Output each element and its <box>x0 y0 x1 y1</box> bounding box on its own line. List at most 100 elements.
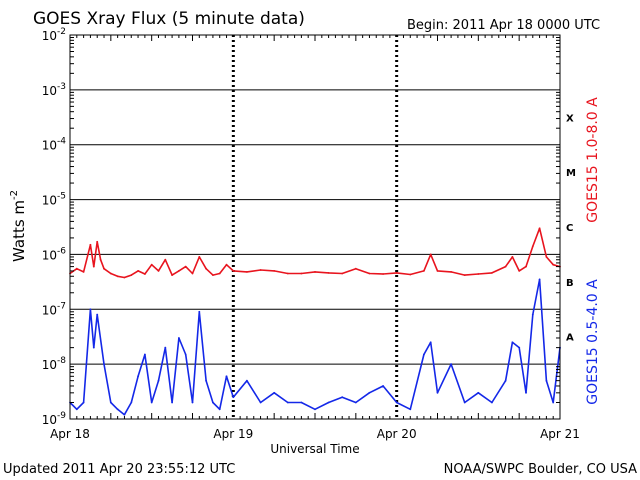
series-2-point <box>157 379 160 382</box>
x-tick-label: Apr 21 <box>540 427 580 441</box>
series-2-point <box>150 401 153 404</box>
series-2-point <box>89 308 92 311</box>
series-2-point <box>341 396 344 399</box>
begin-label: Begin: 2011 Apr 18 0000 UTC <box>407 18 600 33</box>
series-2-point <box>218 408 221 411</box>
y-tick-label: 10-4 <box>42 137 67 153</box>
series-2-point <box>144 353 146 356</box>
series-1-point <box>130 274 133 276</box>
series-2-point <box>137 375 140 378</box>
x-axis-label: Universal Time <box>270 442 359 456</box>
series-1-point <box>382 273 384 275</box>
series-2-point <box>246 379 248 382</box>
series-1-point <box>109 272 112 275</box>
series-2-point <box>286 401 289 404</box>
series-1-point <box>273 270 276 272</box>
series-1-point <box>116 275 119 278</box>
series-2-point <box>409 408 412 411</box>
series-2-point <box>273 391 276 394</box>
series-1-line <box>69 227 561 279</box>
series-layer <box>69 227 561 416</box>
series-1-point <box>314 271 316 273</box>
series-2-point <box>525 391 527 394</box>
series-1-point <box>531 245 534 248</box>
x-axis-ticks: Apr 18 Apr 19 Apr 20 Apr 21 <box>50 35 580 441</box>
series-1-point <box>103 267 105 270</box>
series-2-point <box>300 401 303 404</box>
y-tick-label: 10-3 <box>42 82 66 98</box>
series-1-point <box>423 270 425 272</box>
series-1-point <box>150 263 153 266</box>
series-1-point <box>354 267 357 270</box>
series-2-point <box>96 313 99 316</box>
svg-text:Watts m-2: Watts m-2 <box>9 190 28 262</box>
series-1-point <box>504 265 507 268</box>
series-2-point <box>504 379 507 382</box>
series-2-point <box>103 363 105 365</box>
series-2-point <box>75 408 78 411</box>
flare-class-labels: A B C M X <box>566 113 576 343</box>
series-2-point <box>395 401 398 404</box>
series-1-point <box>198 256 201 258</box>
series-2-point <box>109 401 112 404</box>
legend-series-2: GOES15 0.5-4.0 A <box>585 279 601 405</box>
updated-timestamp: Updated 2011 Apr 20 23:55:12 UTC <box>3 462 235 477</box>
legend-series-1: GOES15 1.0-8.0 A <box>585 97 601 223</box>
series-1-point <box>184 265 187 268</box>
y-tick-label: 10-5 <box>42 192 66 208</box>
series-1-point <box>218 272 221 275</box>
series-1-point <box>212 274 214 276</box>
series-1-point <box>545 256 548 258</box>
series-2-point <box>191 401 194 404</box>
x-tick-label: Apr 20 <box>377 427 417 441</box>
series-2-point <box>184 353 187 356</box>
series-1-point <box>395 272 398 274</box>
y-tick-label: 10-2 <box>42 27 66 43</box>
flare-class-label: B <box>566 278 574 289</box>
y-tick-label: 10-9 <box>42 411 67 427</box>
series-1-point <box>518 270 521 272</box>
y-tick-label: 10-8 <box>42 356 67 372</box>
series-1-point <box>225 263 228 266</box>
series-1-point <box>259 269 262 271</box>
series-1-point <box>552 263 555 266</box>
series-2-point <box>198 310 201 313</box>
series-1-point <box>450 271 452 273</box>
series-1-point <box>89 243 92 246</box>
x-tick-label: Apr 19 <box>213 427 253 441</box>
series-1-point <box>246 271 248 273</box>
series-2-point <box>436 391 439 394</box>
series-2-point <box>545 379 548 382</box>
series-1-point <box>205 267 208 270</box>
series-2-point <box>314 408 316 411</box>
series-2-point <box>531 313 534 316</box>
series-1-point <box>525 265 527 268</box>
series-1-point <box>368 272 371 275</box>
day-separator-lines <box>231 35 399 419</box>
x-tick-label: Apr 18 <box>50 427 90 441</box>
series-1-point <box>477 273 480 275</box>
series-1-point <box>341 272 344 275</box>
series-2-point <box>82 401 85 404</box>
series-2-point <box>423 353 425 356</box>
series-1-point <box>82 271 85 273</box>
series-1-point <box>429 253 432 256</box>
series-1-point <box>327 272 330 274</box>
series-2-point <box>259 401 262 404</box>
series-2-point <box>463 401 466 404</box>
flare-class-label: A <box>566 333 574 344</box>
series-2-point <box>491 401 493 404</box>
series-1-point <box>157 270 160 272</box>
series-1-point <box>491 272 493 274</box>
series-2-point <box>225 375 228 378</box>
flare-class-label: X <box>566 113 574 124</box>
series-2-point <box>123 413 126 416</box>
series-1-point <box>92 265 95 268</box>
series-1-point <box>99 258 102 261</box>
series-2-line <box>69 278 561 416</box>
series-2-point <box>429 341 432 344</box>
y-tick-label: 10-6 <box>42 246 67 262</box>
y-axis-label-exponent: -2 <box>9 190 20 200</box>
legend-series-1-label: GOES15 1.0-8.0 A <box>585 97 601 223</box>
